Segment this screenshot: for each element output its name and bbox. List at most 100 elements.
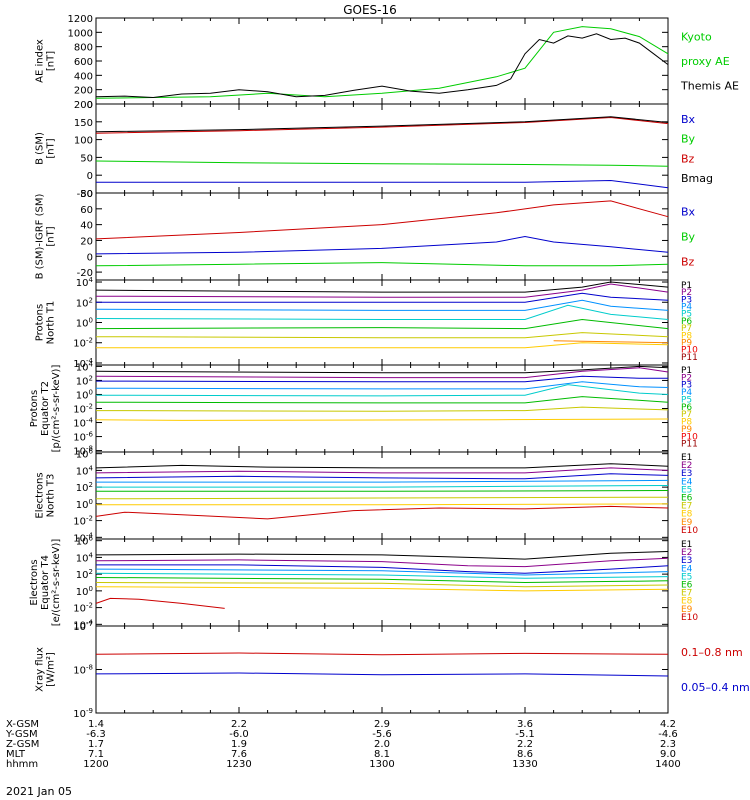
- series-line-p4: [95, 381, 669, 390]
- orbit-value: 2.9: [374, 719, 390, 730]
- legend-entry: Bx: [681, 113, 696, 126]
- series-line-by: [95, 262, 669, 267]
- series-line-themis-ae: [95, 33, 669, 99]
- series-line-p2: [95, 283, 669, 298]
- series-line-e6: [95, 577, 669, 584]
- y-tick-label: 10-2: [73, 602, 93, 615]
- series-line-e5: [95, 572, 669, 579]
- y-tick-label: -20: [77, 268, 93, 279]
- series-line-by: [95, 160, 669, 167]
- y-axis-label: Protons: [35, 304, 46, 341]
- y-tick-label: 100: [76, 498, 93, 511]
- series-line-p8: [96, 342, 669, 349]
- legend-entry: E2: [681, 461, 692, 471]
- orbit-value: -6.3: [86, 729, 106, 740]
- legend-entry: E1: [681, 453, 692, 463]
- legend-entry: P11: [681, 440, 698, 450]
- orbit-value: 7.1: [88, 749, 104, 760]
- y-tick-label: 100: [76, 388, 93, 401]
- panel-frame: [95, 17, 669, 105]
- panel-3: -20 0 20 40 60 80 B (SM)-IGRF (SM) [nT] Bx By Bz: [35, 189, 696, 281]
- orbit-row-label: Z-GSM: [6, 739, 39, 750]
- series-line-e10: [95, 505, 669, 520]
- series-line-e5: [96, 485, 669, 488]
- y-axis-label: B (SM): [35, 132, 46, 165]
- y-tick-label: 104: [76, 551, 94, 564]
- legend-entry: E9: [681, 605, 693, 615]
- legend-entry: P5: [681, 395, 692, 405]
- y-tick-label: 800: [74, 43, 93, 54]
- series-line-e8: [95, 586, 669, 592]
- legend-entry: E1: [681, 540, 692, 550]
- legend-entry: P5: [681, 310, 692, 320]
- orbit-value: -5.6: [372, 729, 392, 740]
- y-axis-label: AE index: [35, 39, 46, 83]
- series-line-p8: [95, 418, 669, 421]
- series-line-kyoto-proxy-ae: [95, 26, 669, 99]
- legend-entry: P3: [681, 295, 692, 305]
- y-tick-label: -50: [77, 189, 93, 200]
- legend-entry: P2: [681, 373, 692, 383]
- y-tick-label: 200: [74, 100, 93, 111]
- y-tick-label: 20: [80, 236, 93, 247]
- series-line-p7: [95, 406, 669, 412]
- y-tick-label: 10-7: [73, 620, 93, 633]
- y-tick-label: 102: [76, 481, 93, 494]
- y-tick-label: 106: [76, 535, 94, 548]
- y-axis-label: Equator T4: [40, 555, 51, 610]
- figure-title: GOES-16: [343, 3, 397, 17]
- legend-entry: P9: [681, 425, 692, 435]
- orbit-value: 7.6: [231, 749, 247, 760]
- y-tick-label: 80: [80, 189, 93, 200]
- series-line-p3: [95, 375, 668, 383]
- series-line-p5: [95, 304, 669, 320]
- series-line-e4: [96, 479, 669, 483]
- y-axis-label: North T1: [46, 301, 57, 345]
- orbit-value: 9.0: [660, 749, 676, 760]
- series-line-p4: [95, 299, 669, 311]
- panel-frame: [95, 625, 669, 714]
- y-tick-label: 100: [76, 317, 93, 330]
- series-line-p1: [95, 281, 669, 293]
- legend-entry: P2: [681, 288, 692, 298]
- orbit-value: 1330: [512, 759, 537, 770]
- legend-entry: 0.05–0.4 nm: [681, 681, 750, 694]
- orbit-value: 1230: [226, 759, 251, 770]
- series-line-e3: [95, 473, 669, 480]
- legend-entry: E10: [681, 613, 698, 623]
- y-axis-label: Electrons: [29, 559, 40, 605]
- y-tick-label: 104: [76, 276, 94, 289]
- legend-entry: By: [681, 133, 696, 146]
- y-axis-label: B (SM)-IGRF (SM): [35, 194, 46, 280]
- series-line-bx: [96, 179, 669, 189]
- legend-entry: P11: [681, 353, 698, 363]
- y-tick-label: 102: [76, 568, 93, 581]
- legend-entry: P1: [681, 281, 692, 291]
- y-axis-label: [e/(cm²-s-sr-keV)]: [51, 539, 62, 627]
- orbit-row-label: MLT: [6, 749, 26, 760]
- series-line-e1: [95, 551, 669, 560]
- orbit-value: 8.1: [374, 749, 390, 760]
- orbit-value: 1.4: [88, 719, 104, 730]
- y-tick-label: 600: [74, 57, 93, 68]
- legend-entry: Themis AE: [680, 80, 739, 93]
- y-tick-label: 0: [87, 252, 93, 263]
- legend-entry: 0.1–0.8 nm: [681, 646, 743, 659]
- legend-entry: E6: [681, 581, 693, 591]
- legend-entry: P7: [681, 410, 692, 420]
- legend-entry: E8: [681, 510, 693, 520]
- legend-entry: P4: [681, 303, 692, 313]
- legend-entry: P3: [681, 381, 692, 391]
- series-line-e6: [96, 490, 669, 492]
- legend-entry: E7: [681, 589, 692, 599]
- legend-entry: E8: [681, 597, 693, 607]
- series-line-p1: [95, 365, 669, 374]
- legend-entry: P4: [681, 388, 692, 398]
- figure-date: 2021 Jan 05: [6, 785, 72, 798]
- y-tick-label: 10-2: [73, 515, 93, 528]
- y-tick-label: 10-6: [73, 431, 93, 444]
- legend-entry: Kyoto: [681, 30, 712, 43]
